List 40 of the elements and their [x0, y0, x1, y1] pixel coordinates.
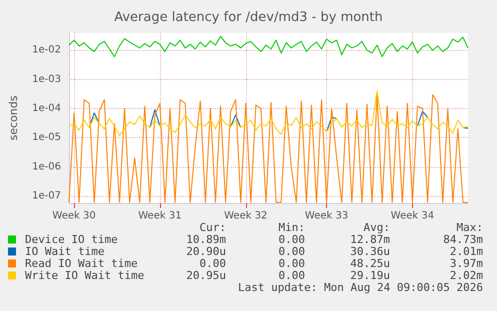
legend-label: Write IO Wait time: [25, 269, 144, 282]
text: Max:: [456, 221, 483, 234]
x-tick-label: Week 34: [390, 210, 434, 222]
text: Cur:: [200, 221, 226, 234]
text: 3.97m: [450, 257, 484, 270]
y-tick-label: 1e-06: [32, 161, 61, 172]
y-tick-label: 1e-05: [32, 132, 61, 144]
text: 48.25u: [350, 257, 390, 270]
text: 2.01m: [450, 245, 484, 258]
y-tick-label: 1e-04: [32, 102, 61, 114]
legend-label: Device IO time: [25, 233, 118, 246]
text: 0.00: [278, 245, 305, 258]
legend-label: Read IO Wait time: [25, 257, 138, 270]
y-tick-label: 1e-07: [32, 190, 61, 202]
text: 84.73m: [443, 233, 484, 246]
text: 29.19u: [350, 269, 390, 282]
line-series: [68, 90, 468, 136]
x-tick-label: Week 33: [304, 210, 348, 222]
x-tick-label: Week 30: [52, 210, 96, 222]
text: 12.87m: [350, 233, 390, 246]
text: 0.00: [278, 257, 305, 270]
legend-label: IO Wait time: [25, 245, 104, 258]
text: 30.36u: [350, 245, 390, 258]
chart-title: Average latency for /dev/md3 - by month: [114, 10, 383, 25]
text: 20.90u: [186, 245, 226, 258]
line-series: [68, 36, 468, 58]
text: 0.00: [278, 269, 305, 282]
text: 20.95u: [186, 269, 226, 282]
text: Last update: Mon Aug 24 09:00:05 2026: [238, 281, 483, 294]
y-tick-label: 1e-03: [32, 74, 61, 85]
y-tick-label: 1e-02: [32, 44, 61, 56]
x-tick-label: Week 31: [138, 210, 182, 222]
text: Min:: [278, 221, 305, 234]
text: 2.02m: [450, 269, 484, 282]
x-tick-label: Week 32: [224, 210, 268, 222]
text: Avg:: [364, 221, 390, 234]
text: 0.00: [278, 233, 305, 246]
y-axis-title: seconds: [7, 95, 20, 140]
text: 10.89m: [186, 233, 226, 246]
text: 0.00: [200, 257, 226, 270]
